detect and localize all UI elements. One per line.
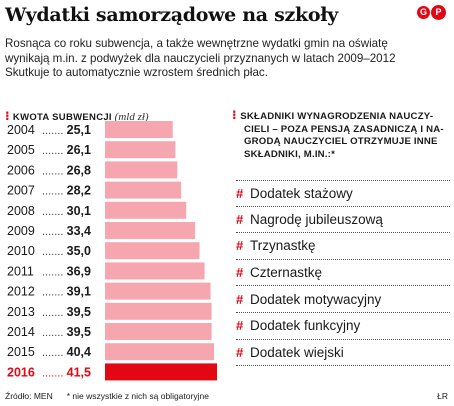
chart-title: Wydatki samorządowe na szkoły [5,4,338,26]
bar-2015 [105,343,214,361]
value-label: 39,1 [67,285,91,299]
category-label: 2014 [7,325,35,339]
category-label: 2015 [7,345,35,359]
value-label: 36,9 [67,264,91,278]
hash-icon: # [236,344,244,360]
bar-2009 [105,222,196,239]
category-label: 2004 [7,123,35,137]
source-note: Źródło: MEN * nie wszystkie z nich są obl… [5,391,209,401]
bar-2004 [105,121,173,138]
category-label: 2006 [7,163,35,177]
category-label: 2013 [7,305,35,319]
leader-dots: ....... [42,287,63,299]
intro-line: Rosnąca co roku subwencja, a także wewnę… [5,37,388,50]
hash-icon: # [236,185,244,201]
leader-dots: ....... [42,347,63,359]
category-label: 2008 [7,204,35,218]
value-label: 25,1 [67,123,91,137]
leader-dots: ....... [42,145,63,157]
value-label: 26,1 [67,143,91,157]
category-label: 2007 [7,184,35,198]
list-item: # Trzynastkę [236,233,450,260]
list-item: # Dodatek wiejski [236,340,450,367]
bar-chart: 2004....... 25,1 2005....... 26,1 2006......… [7,121,217,381]
leader-dots: ....... [42,226,63,238]
leader-dots: ....... [42,307,63,319]
bar-2011 [105,262,205,280]
hash-icon: # [236,318,244,334]
footnote: * nie wszystkie z nich są obligatoryjne [66,391,209,401]
category-label: 2010 [7,244,35,258]
value-label: 41,5 [67,365,91,379]
list-item-label: Trzynastkę [250,238,316,254]
value-label: 39,5 [67,325,91,339]
value-label: 40,4 [67,345,91,359]
bar-2005 [105,141,176,159]
components-heading-line: SKŁADNIKI, M.IN.:* [244,148,336,160]
leader-dots: ....... [42,266,63,278]
bar-2007 [105,181,182,199]
components-list: # Dodatek stażowy # Nagrodę jubileuszową #… [236,180,450,367]
intro-text: Rosnąca co roku subwencja, a także wewnę… [5,37,425,81]
hash-icon: # [236,238,244,254]
chart-unit: (mld zł) [114,111,149,123]
components-heading-line: GRODĄ NAUCZYCIEL OTRZYMUJE INNE [244,136,438,147]
leader-dots: ....... [42,186,63,198]
bar-2008 [105,201,187,219]
value-label: 33,4 [67,224,91,238]
components-heading-line: CIELI – POZA PENSJĄ ZASADNICZĄ I NA- [244,123,444,135]
bar-2014 [105,323,212,340]
list-item-label: Dodatek funkcyjny [250,318,361,334]
leader-dots: ....... [42,327,63,339]
category-label: 2005 [7,143,35,157]
leader-dots: ....... [42,125,63,137]
leader-dots: ....... [42,367,63,379]
intro-line: Skutkuje to automatycznie wzrostem średn… [5,66,268,79]
list-item-label: Czternastkę [250,265,323,281]
bar-2010 [105,242,200,260]
value-label: 39,5 [67,305,91,319]
category-label: 2009 [7,224,35,238]
list-item-label: Nagrodę jubileuszową [250,211,383,227]
brand-logo-p: P [431,5,446,20]
leader-dots: ....... [42,246,63,258]
list-item-label: Dodatek wiejski [250,344,344,360]
hash-icon: # [236,211,244,227]
dotted-marker-icon: ⁝ [5,109,13,123]
value-label: 35,0 [67,244,91,258]
list-item-label: Dodatek stażowy [250,185,353,201]
hash-icon: # [236,265,244,281]
value-label: 30,1 [67,204,91,218]
category-label: 2016 [7,365,35,379]
chart-heading: ⁝ KWOTA SUBWENCJI (mld zł) [5,109,149,123]
brand-logo-g: G [417,6,430,19]
dotted-marker-icon: ⁝ [232,108,241,122]
hash-icon: # [236,291,244,307]
components-heading: ⁝ SKŁADNIKI WYNAGRODZENIA NAUCZY- CIELI … [232,109,450,161]
components-heading-line: SKŁADNIKI WYNAGRODZENIA NAUCZY- [240,111,434,122]
list-item: # Dodatek stażowy [236,180,450,207]
category-label: 2011 [7,264,34,278]
bar-2016 [105,363,217,381]
leader-dots: ....... [42,165,63,177]
value-label: 26,8 [67,163,91,177]
value-label: 28,2 [67,184,91,198]
list-item: # Dodatek motywacyjny [236,286,450,313]
bar-2012 [105,282,211,300]
list-item: # Nagrodę jubileuszową [236,207,450,234]
intro-line: wynikają m.in. z podwyżek dla nauczyciel… [5,51,396,65]
author-credit: ŁR [437,391,448,401]
bar-2006 [105,161,178,179]
leader-dots: ....... [42,206,63,218]
source-label: Źródło: MEN [5,391,53,401]
bar-2013 [105,302,212,320]
category-label: 2012 [7,285,35,299]
list-item: # Czternastkę [236,260,450,287]
list-item-label: Dodatek motywacyjny [250,291,382,307]
chart-heading-label: KWOTA SUBWENCJI [12,112,112,123]
list-item: # Dodatek funkcyjny [236,313,450,340]
